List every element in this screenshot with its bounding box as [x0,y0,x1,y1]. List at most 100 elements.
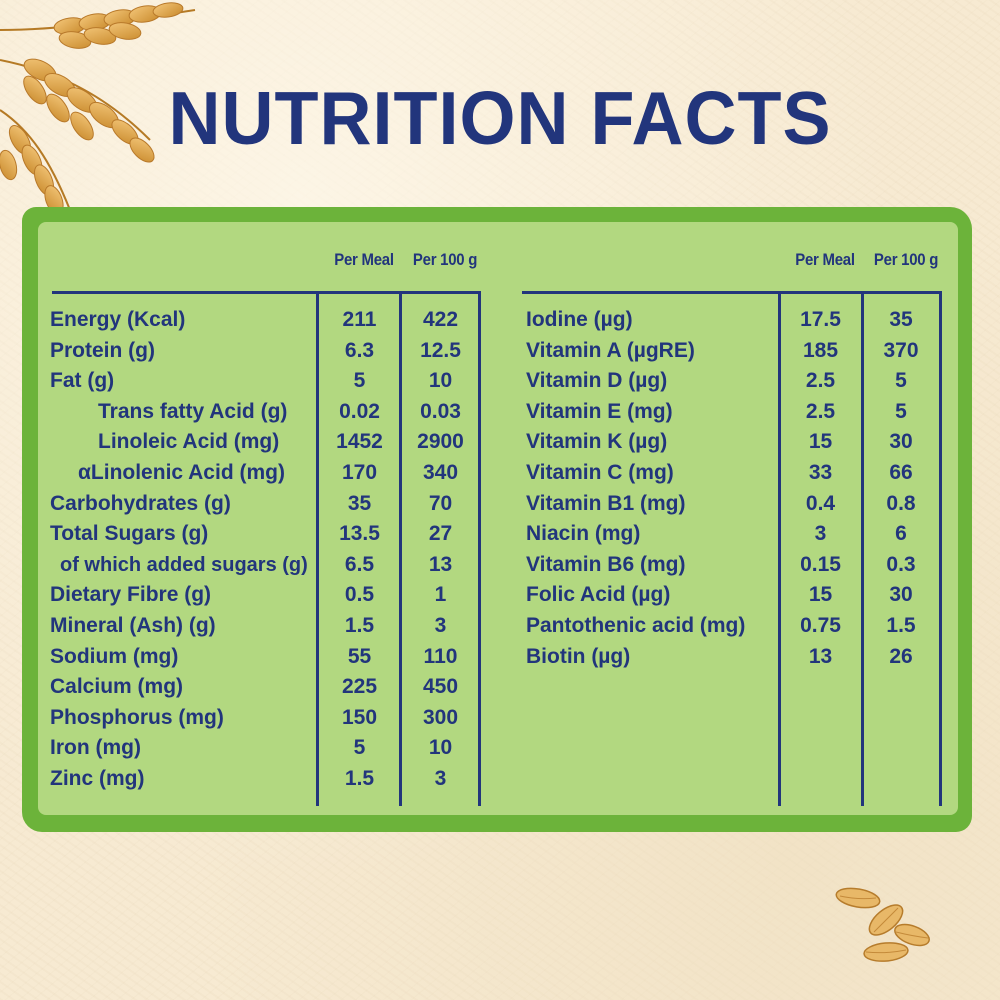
per-meal-value: 5 [353,369,366,393]
per-100g-value: 450 [422,675,459,699]
per-meal-value: 0.02 [339,399,380,423]
nutrient-label: Calcium (mg) [50,675,184,699]
nutrient-label: Vitamin B6 (mg) [526,552,686,576]
per-100g-value: 13 [428,552,453,576]
table-row: Zinc (mg) 1.5 3 [50,764,480,794]
table-row: Sodium (mg) 55 110 [50,642,480,672]
per-meal-value: 150 [341,705,378,729]
table-row: Mineral (Ash) (g) 1.5 3 [50,611,480,641]
table-row: Folic Acid (µg) 15 30 [526,580,946,610]
per-100g-value: 370 [883,338,919,362]
table-row: αLinolenic Acid (mg) 170 340 [50,458,480,488]
table-row: Linoleic Acid (mg) 1452 2900 [50,427,480,457]
table-row: of which added sugars (g) 6.5 13 [50,550,480,580]
nutrient-label: Vitamin A (µgRE) [526,338,695,362]
table-row: Vitamin B1 (mg) 0.4 0.8 [526,489,946,519]
per-100g-value: 5 [895,399,907,423]
wheat-ears-icon [0,2,196,215]
per-100g-value: 30 [889,583,913,607]
per-meal-value: 5 [353,736,366,760]
per-meal-value: 6.3 [344,338,375,362]
nutrient-label: Pantothenic acid (mg) [526,614,746,637]
table-row: Vitamin E (mg) 2.5 5 [526,397,946,427]
per-100g-value: 70 [428,491,453,515]
table-row: Iodine (µg) 17.5 35 [526,305,946,335]
left-table-divider [316,291,319,806]
grain-seeds-icon [835,887,930,962]
nutrient-label: Dietary Fibre (g) [50,583,212,607]
per-meal-value: 13 [808,644,833,668]
per-100g-value: 27 [428,522,453,546]
nutrient-label: Sodium (mg) [50,644,179,668]
per-100g-value: 66 [889,461,913,484]
per-meal-value: 0.4 [805,491,836,515]
per-100g-value: 30 [889,430,913,454]
nutrient-label: Linoleic Acid (mg) [98,430,280,454]
left-table-header-rule [52,291,480,294]
per-meal-value: 1.5 [344,767,375,790]
nutrient-label: Protein (g) [50,338,155,362]
per-meal-value: 1.5 [344,614,375,637]
table-row: Carbohydrates (g) 35 70 [50,489,480,519]
per-meal-value: 211 [342,308,377,331]
per-meal-value: 0.15 [800,552,841,576]
table-row: Vitamin A (µgRE) 185 370 [526,336,946,366]
nutrient-label: Vitamin K (µg) [526,430,668,454]
per-meal-value: 55 [347,644,372,668]
per-meal-value: 2.5 [805,399,836,423]
per-100g-value: 2900 [417,430,464,454]
table-row: Pantothenic acid (mg) 0.75 1.5 [526,611,946,641]
left-header-per-100g: Per 100 g [412,250,478,269]
right-table-divider [939,291,942,806]
nutrient-label: Mineral (Ash) (g) [50,614,216,637]
table-row: Fat (g) 5 10 [50,366,480,396]
per-meal-value: 185 [802,338,839,362]
per-100g-value: 1 [434,583,447,607]
right-table-divider [778,291,781,806]
table-row: Phosphorus (mg) 150 300 [50,703,480,733]
nutrient-label: Iodine (µg) [526,308,633,331]
nutrient-label: of which added sugars (g) [60,553,308,576]
per-100g-value: 0.03 [420,399,461,423]
nutrient-label: Zinc (mg) [50,767,145,790]
per-meal-value: 2.5 [805,369,836,393]
per-100g-value: 3 [434,767,447,790]
left-table-divider [478,291,481,806]
per-100g-value: 3 [434,614,447,637]
right-header-per-meal: Per Meal [795,250,855,269]
nutrient-label: Iron (mg) [50,736,141,760]
per-meal-value: 17.5 [800,308,841,331]
per-100g-value: 300 [422,705,459,729]
nutrient-label: Trans fatty Acid (g) [98,399,288,423]
table-row: Energy (Kcal) 211 422 [50,305,480,335]
per-meal-value: 35 [347,491,372,515]
nutrient-label: Energy (Kcal) [50,308,186,331]
table-row: Iron (mg) 5 10 [50,733,480,763]
nutrient-label: Niacin (mg) [526,522,641,546]
per-meal-value: 15 [808,583,833,607]
per-100g-value: 10 [428,736,453,760]
table-row: Biotin (µg) 13 26 [526,642,946,672]
per-meal-value: 0.5 [344,583,375,607]
per-100g-value: 12.5 [420,338,461,362]
table-row: Calcium (mg) 225 450 [50,672,480,702]
nutrient-label: Biotin (µg) [526,644,631,668]
per-100g-value: 0.3 [886,552,916,576]
page-title: NUTRITION FACTS [168,77,832,161]
per-meal-value: 0.75 [800,614,841,637]
table-row: Dietary Fibre (g) 0.5 1 [50,580,480,610]
nutrient-label: Vitamin C (mg) [526,461,674,484]
per-100g-value: 26 [889,644,913,668]
per-100g-value: 110 [423,644,458,668]
table-row: Vitamin B6 (mg) 0.15 0.3 [526,550,946,580]
per-meal-value: 3 [814,522,827,546]
nutrient-label: Phosphorus (mg) [50,705,224,729]
nutrient-label: Vitamin B1 (mg) [526,491,686,515]
per-meal-value: 13.5 [339,522,380,546]
table-row: Protein (g) 6.3 12.5 [50,336,480,366]
per-meal-value: 225 [341,675,378,699]
nutrition-table-panel [38,222,958,815]
table-row: Vitamin C (mg) 33 66 [526,458,946,488]
per-100g-value: 35 [889,308,913,331]
table-row: Trans fatty Acid (g) 0.02 0.03 [50,397,480,427]
